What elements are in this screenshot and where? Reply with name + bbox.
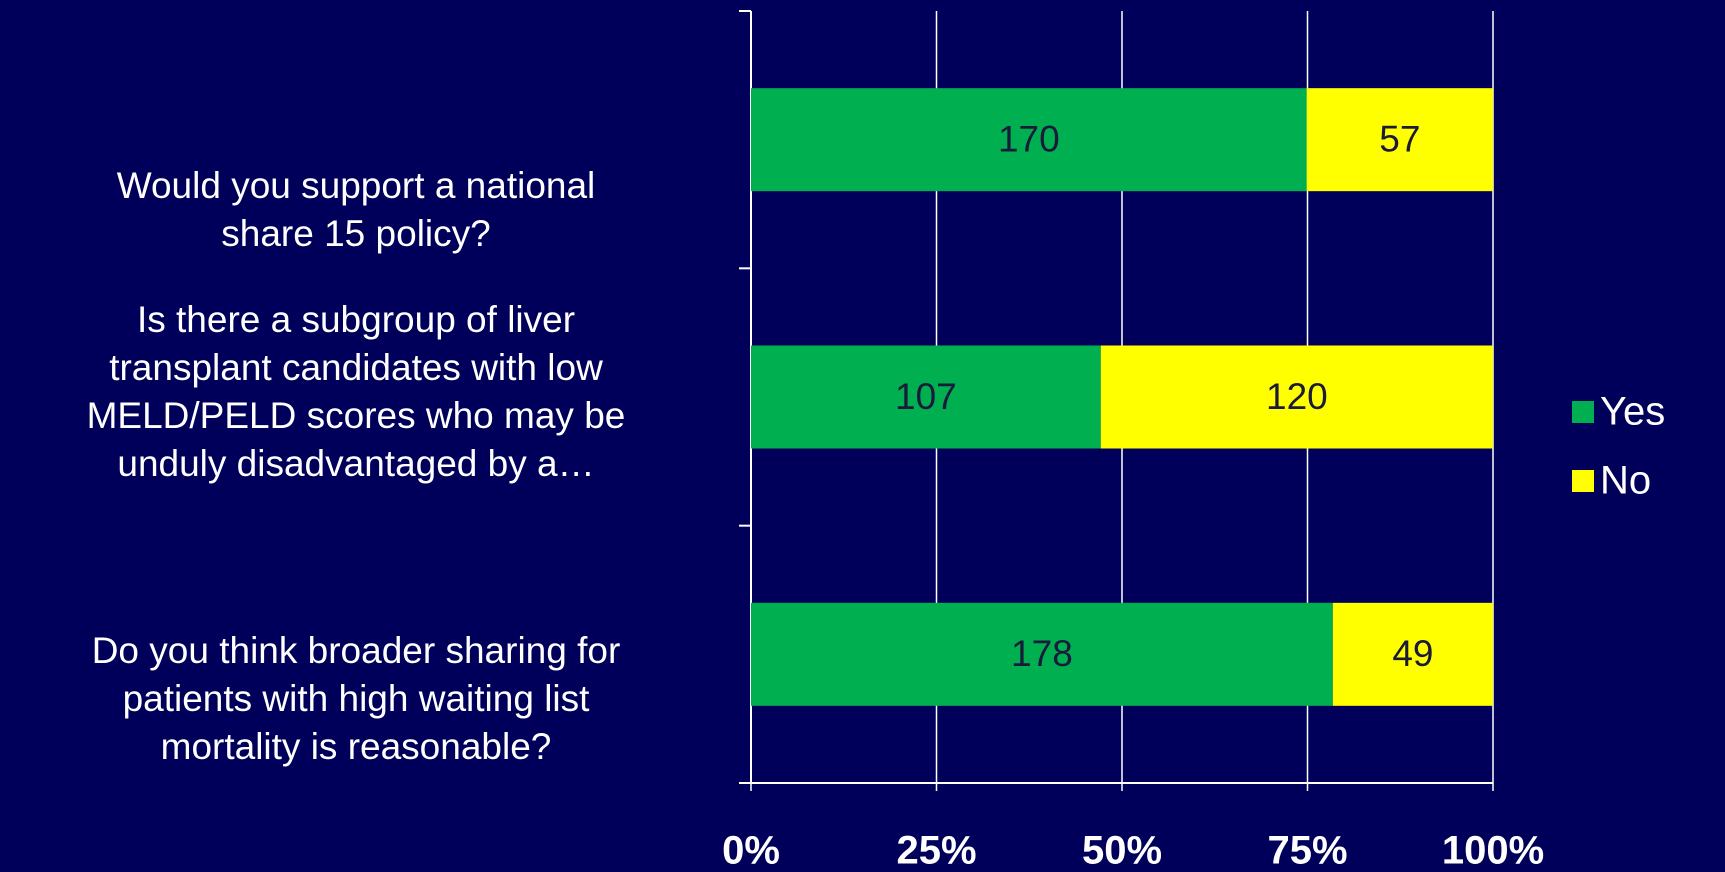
x-tick-label: 100% — [1442, 829, 1544, 872]
legend-label: Yes — [1600, 390, 1665, 434]
data-label: 178 — [1011, 633, 1073, 674]
bar-segment — [751, 602, 1333, 706]
legend-label: No — [1600, 459, 1651, 503]
data-label: 170 — [998, 118, 1060, 159]
data-label: 57 — [1379, 118, 1420, 159]
x-tick-label: 25% — [896, 829, 976, 872]
bar-segment — [1332, 602, 1493, 706]
bar-segment — [1306, 88, 1493, 192]
bar-segment — [1100, 345, 1493, 449]
category-label: Would you support a national share 15 po… — [116, 164, 596, 254]
x-tick-label: 75% — [1267, 829, 1347, 872]
category-label: Do you think broader sharing for patient… — [91, 630, 621, 768]
x-tick-label: 0% — [722, 829, 780, 872]
bar-segment — [751, 88, 1307, 192]
category-label: Is there a subgroup of liver transplant … — [86, 299, 626, 484]
bar-segment — [751, 345, 1101, 449]
x-tick-label: 50% — [1082, 829, 1162, 872]
data-label: 107 — [895, 376, 957, 417]
legend-swatch — [1572, 470, 1594, 492]
data-label: 49 — [1392, 633, 1433, 674]
data-label: 120 — [1266, 376, 1328, 417]
legend-swatch — [1572, 401, 1594, 423]
